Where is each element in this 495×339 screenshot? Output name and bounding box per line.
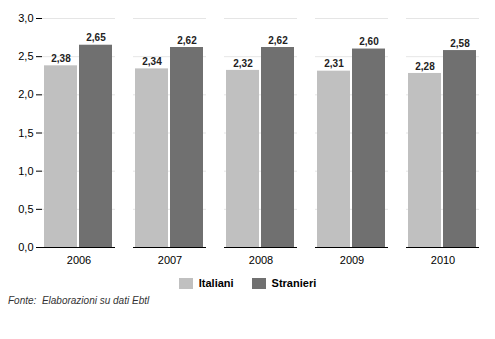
svg-text:2,34: 2,34 (142, 56, 162, 67)
svg-text:2,60: 2,60 (359, 36, 379, 47)
svg-text:2,0: 2,0 (18, 88, 33, 100)
svg-text:2,62: 2,62 (177, 35, 197, 46)
svg-text:2008: 2008 (249, 254, 273, 266)
svg-text:2,58: 2,58 (450, 38, 470, 49)
html-text:Fonte: Elaborazioni su dati Eb: Fonte: Elaborazioni su dati Ebtl (8, 295, 150, 306)
svg-text:2010: 2010 (431, 254, 455, 266)
svg-text:2009: 2009 (340, 254, 364, 266)
svg-text:2,62: 2,62 (268, 35, 288, 46)
svg-text:0,5: 0,5 (18, 203, 33, 215)
svg-text:2,38: 2,38 (51, 53, 71, 64)
svg-text:2,31: 2,31 (324, 58, 344, 69)
svg-text:2006: 2006 (67, 254, 91, 266)
html-text:Italiani: Italiani (198, 277, 234, 289)
svg-text:0,0: 0,0 (18, 241, 33, 253)
svg-text:1,0: 1,0 (18, 165, 33, 177)
svg-text:2,65: 2,65 (86, 32, 106, 43)
svg-text:3,0: 3,0 (18, 12, 33, 24)
svg-text:2,5: 2,5 (18, 50, 33, 62)
svg-text:2,28: 2,28 (415, 61, 435, 72)
html-text:Stranieri: Stranieri (271, 277, 317, 289)
svg-text:1,5: 1,5 (18, 127, 33, 139)
svg-text:2007: 2007 (158, 254, 182, 266)
svg-text:2,32: 2,32 (233, 58, 253, 69)
